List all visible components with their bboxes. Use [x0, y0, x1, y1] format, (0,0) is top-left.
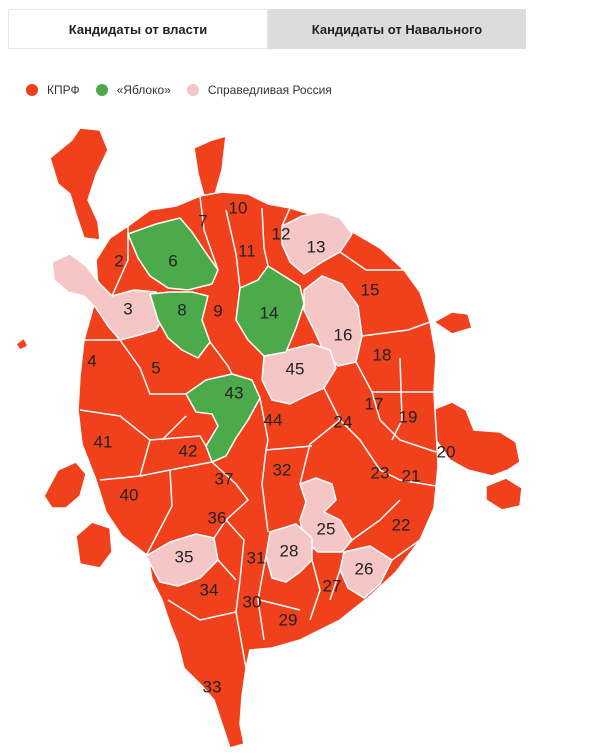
outlying-area-north: [193, 135, 227, 199]
candidate-tabs: Кандидаты от власти Кандидаты от Навальн…: [8, 9, 526, 49]
district-43-area: [185, 373, 261, 463]
district-6-area: [127, 217, 219, 291]
legend-label-yabloko: «Яблоко»: [116, 83, 171, 97]
legend-label-kprf: КПРФ: [47, 83, 80, 97]
legend-dot-sr: [186, 84, 199, 96]
outlying-area-west-small: [15, 337, 29, 351]
legend: КПРФ «Яблоко» Справедливая Россия: [26, 83, 348, 97]
outlying-area-east-20: [431, 401, 521, 477]
outlying-area-east-island: [485, 477, 523, 511]
legend-label-sr: Справедливая Россия: [207, 83, 332, 97]
legend-dot-kprf: [26, 84, 38, 96]
legend-item-kprf: КПРФ: [26, 83, 80, 97]
outlying-area-west-40: [43, 461, 87, 509]
tab-government-candidates[interactable]: Кандидаты от власти: [8, 9, 268, 49]
tab-navalny-candidates[interactable]: Кандидаты от Навального: [268, 9, 526, 49]
outlying-area-northeast: [433, 311, 473, 335]
district-boundaries: [79, 195, 437, 669]
legend-dot-yabloko: [95, 84, 108, 96]
district-28-area: [265, 523, 313, 583]
legend-item-yabloko: «Яблоко»: [95, 83, 171, 97]
outlying-area-northwest: [49, 127, 109, 241]
city-body: [77, 191, 439, 749]
outlying-area-southwest: [75, 521, 113, 569]
district-14-area: [235, 265, 305, 357]
district-3-area: [51, 253, 169, 341]
legend-item-sr: Справедливая Россия: [186, 83, 332, 97]
district-26-area: [339, 545, 393, 599]
